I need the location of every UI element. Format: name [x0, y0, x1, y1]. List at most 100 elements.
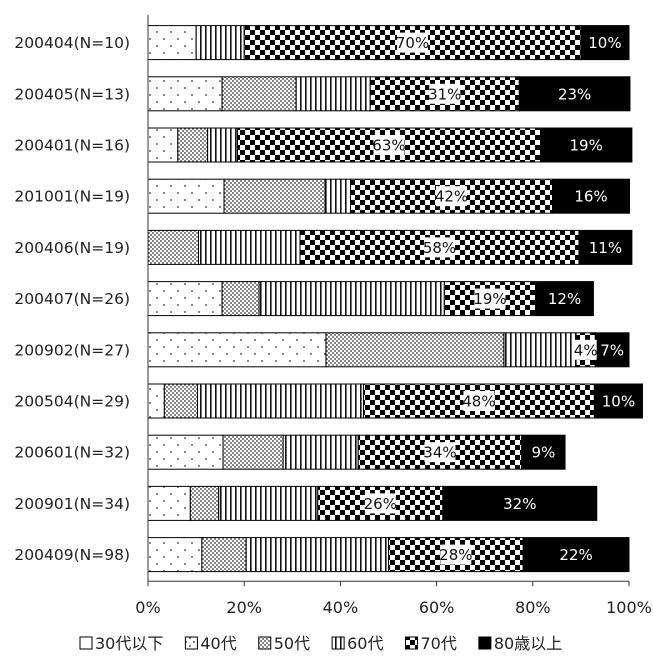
data-label-bg — [463, 391, 495, 411]
bar-segment-2 — [147, 332, 327, 368]
data-label: 23% — [558, 85, 591, 103]
bar-segment-6 — [593, 383, 643, 419]
x-tick-label: 100% — [606, 598, 652, 617]
legend-item: 30代以下 — [95, 634, 163, 653]
data-label: 26% — [364, 495, 397, 513]
bar-segment-6 — [580, 25, 630, 61]
bar-segment-6 — [442, 485, 598, 521]
x-tick-label: 80% — [515, 598, 551, 617]
data-label-bg — [474, 288, 506, 309]
bar-segment-4 — [198, 229, 301, 265]
data-label: 4% — [574, 341, 598, 359]
bar-segment-3 — [201, 537, 247, 573]
data-label-bg — [429, 83, 461, 104]
data-label: 28% — [439, 546, 472, 564]
data-label-bg — [574, 339, 597, 360]
category-label: 200901(N=34) — [14, 495, 130, 513]
bar-segment-2 — [147, 178, 225, 214]
bar-segment-2 — [147, 76, 223, 112]
data-label: 48% — [462, 393, 495, 411]
legend-item: 70代 — [421, 634, 457, 653]
data-label: 70% — [396, 34, 429, 52]
data-label: 10% — [588, 34, 621, 52]
data-label-bg — [373, 135, 405, 155]
data-label: 11% — [589, 239, 622, 257]
bar-segment-4 — [324, 178, 352, 214]
data-label: 22% — [559, 546, 592, 564]
bar-segment-3 — [147, 229, 200, 265]
data-label: 19% — [473, 290, 506, 308]
data-label: 19% — [570, 137, 603, 155]
x-tick-label: 60% — [419, 598, 455, 617]
bar-segment-4 — [503, 332, 577, 368]
x-tick-label: 20% — [226, 598, 262, 617]
bar-segment-3 — [325, 332, 505, 368]
bar-segment-3 — [221, 76, 297, 112]
bar-segment-6 — [539, 127, 633, 163]
category-label: 200404(N=10) — [14, 34, 130, 52]
legend-swatch — [79, 636, 93, 650]
data-label-bg — [424, 442, 456, 463]
data-label-bg — [364, 493, 396, 514]
category-label: 200601(N=32) — [14, 444, 130, 462]
data-label-bg — [423, 237, 455, 258]
legend-item: 50代 — [274, 634, 310, 653]
bar-segment-3 — [221, 281, 260, 317]
data-label-bg — [436, 186, 468, 207]
category-label: 200504(N=29) — [14, 393, 130, 411]
legend-item: 40代 — [200, 634, 236, 653]
bar-segment-6 — [578, 229, 633, 265]
bar-segment-2 — [147, 485, 191, 521]
data-label-bg — [397, 32, 429, 53]
bar-segment-4 — [245, 537, 389, 573]
data-label: 9% — [531, 444, 555, 462]
legend-item: 80歳以上 — [494, 634, 562, 653]
bar-segment-6 — [521, 434, 566, 470]
bar-segment-6 — [522, 537, 630, 573]
category-label: 201001(N=19) — [14, 188, 130, 206]
x-tick-label: 0% — [135, 598, 160, 617]
bar-segment-5 — [236, 127, 541, 163]
data-label: 31% — [428, 85, 461, 103]
category-label: 200902(N=27) — [14, 341, 130, 359]
bar-segment-4 — [258, 281, 445, 317]
legend-swatch — [331, 636, 345, 650]
bar-segment-2 — [147, 434, 224, 470]
bar-segment-4 — [218, 485, 319, 521]
data-label: 32% — [503, 495, 536, 513]
bar-segment-2 — [147, 537, 203, 573]
category-label: 200401(N=16) — [14, 137, 130, 155]
bar-segment-3 — [223, 178, 326, 214]
bar-segment-2 — [147, 281, 223, 317]
bar-segment-2 — [147, 383, 165, 419]
bar-segment-6 — [552, 178, 630, 214]
category-label: 200405(N=13) — [14, 85, 130, 103]
bar-segment-2 — [147, 25, 197, 61]
data-label: 63% — [372, 137, 405, 155]
bar-segment-6 — [535, 281, 594, 317]
bar-segment-6 — [518, 76, 631, 112]
data-label-bg — [440, 544, 472, 565]
category-label: 200407(N=26) — [14, 290, 130, 308]
data-label: 34% — [423, 444, 456, 462]
x-tick-label: 40% — [323, 598, 359, 617]
legend-swatch — [478, 636, 492, 650]
data-label: 58% — [423, 239, 456, 257]
bar-segment-4 — [197, 383, 364, 419]
data-label: 7% — [600, 341, 624, 359]
legend-swatch — [258, 636, 272, 650]
bar-segment-3 — [222, 434, 284, 470]
category-label: 200409(N=98) — [14, 546, 130, 564]
bar-segment-2 — [147, 127, 179, 163]
bar-segment-3 — [189, 485, 220, 521]
legend-swatch — [405, 636, 418, 650]
bar-segment-4 — [295, 76, 371, 112]
bar-segment-4 — [195, 25, 245, 61]
legend-item: 60代 — [347, 634, 383, 653]
data-label: 12% — [548, 290, 581, 308]
bar-segment-4 — [207, 127, 238, 163]
data-label: 10% — [602, 393, 635, 411]
data-label: 16% — [574, 188, 607, 206]
